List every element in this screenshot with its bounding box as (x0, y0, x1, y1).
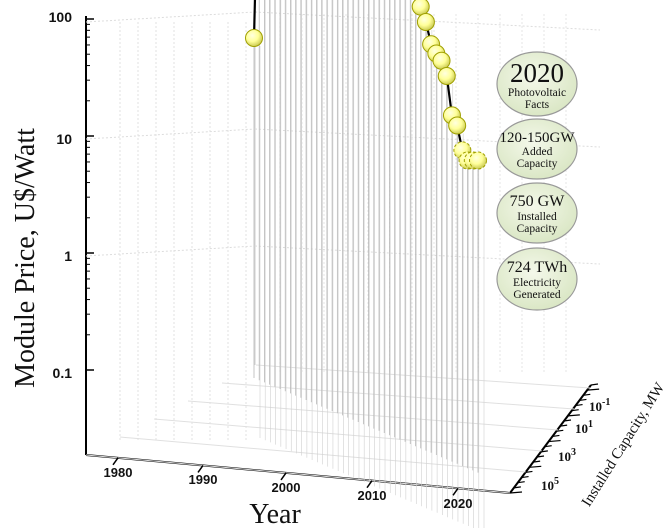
data-point (245, 29, 263, 47)
z-tick (544, 445, 552, 448)
fact-badge-line: Photovoltaic (508, 87, 566, 99)
z-tick (521, 475, 529, 479)
data-point (437, 67, 456, 86)
fact-badge: 750 GW Installed Capacity (496, 182, 578, 244)
x-tick (366, 480, 373, 489)
z-axis-line (509, 384, 592, 494)
x-tick-label: 2020 (444, 496, 473, 511)
axis-ticks (86, 18, 600, 496)
fact-badge-shape (496, 51, 578, 117)
price-series (245, 0, 487, 170)
z-tick-base: 10 (541, 478, 554, 493)
z-tick (560, 424, 568, 427)
z-tick-label: 103 (558, 447, 576, 464)
data-point (448, 116, 467, 135)
z-tick (556, 429, 564, 432)
grid-line (119, 436, 527, 473)
z-tick (529, 465, 542, 468)
fact-badge-shape (496, 182, 578, 244)
fact-badge-shape (496, 247, 578, 311)
z-tick (563, 419, 572, 422)
data-point (416, 13, 435, 32)
x-tick-label: 1980 (104, 465, 133, 480)
y-tick-labels: 100 10 1 0.1 (49, 9, 73, 381)
z-tick (571, 409, 579, 412)
fact-badge-line: Electricity (513, 277, 561, 289)
data-point (469, 151, 487, 170)
y-axis-title: Module Price, U$/Watt (10, 128, 41, 388)
z-tick (517, 481, 525, 484)
z-tick (587, 388, 600, 391)
y-tick-label: 1 (64, 248, 72, 264)
z-tick-base: 10 (589, 399, 602, 414)
grid-line (153, 418, 543, 452)
x-axis-title: Year (249, 499, 301, 528)
grid-line (85, 245, 256, 257)
z-tick (590, 383, 599, 386)
x-tick (452, 487, 459, 496)
x-tick-label: 1990 (189, 472, 218, 487)
drop-lines (253, 0, 485, 528)
z-tick-base: 10 (575, 421, 588, 436)
grid-line (85, 454, 511, 494)
z-tick (513, 486, 521, 489)
fact-badge: 724 TWh Electricity Generated (496, 247, 578, 311)
z-tick (548, 439, 561, 443)
fact-badge-headline: 2020 (510, 58, 564, 88)
y-tick-label: 10 (56, 131, 72, 147)
fact-badge-line: Generated (513, 289, 560, 301)
y-tick-label: 100 (49, 9, 73, 25)
x-tick-labels: 1980 1990 2000 2010 2020 (104, 465, 473, 511)
z-tick (536, 455, 545, 458)
fact-badge: 2020 Photovoltaic Facts (496, 51, 578, 117)
fact-badge-headline: 724 TWh (507, 259, 568, 276)
data-point (411, 0, 430, 16)
z-tick-label: 101 (575, 419, 593, 436)
grid-line (85, 11, 256, 23)
data-point (432, 51, 451, 70)
fact-badge-line: Facts (525, 99, 550, 111)
grid-line (187, 400, 559, 431)
fact-badge-line: Capacity (517, 223, 558, 235)
x-tick-label: 2010 (358, 488, 387, 503)
z-tick-exp: 1 (588, 419, 593, 430)
x-tick-label: 2000 (272, 480, 301, 495)
fact-badge-shape (496, 118, 578, 180)
fact-badges: 2020 Photovoltaic Facts 120-150GW Added … (496, 51, 578, 311)
x-tick (280, 472, 287, 481)
z-tick (540, 450, 548, 453)
x-tick (197, 465, 204, 473)
z-tick (525, 470, 533, 474)
z-tick (552, 434, 560, 438)
grid-line (85, 128, 256, 140)
grid-line (221, 382, 575, 410)
z-tick (509, 491, 523, 494)
fact-badge-line: Capacity (517, 158, 558, 170)
z-tick-exp: 5 (554, 476, 559, 487)
x-tick (112, 457, 119, 466)
y-tick-label: 0.1 (53, 365, 73, 381)
z-tick (575, 403, 583, 407)
fact-badge-headline: 120-150GW (500, 130, 576, 146)
fact-badge: 120-150GW Added Capacity (496, 118, 578, 180)
z-tick-label: 10-1 (589, 397, 610, 414)
fact-badge-line: Added (522, 146, 553, 158)
z-tick (533, 460, 541, 463)
z-tick-exp: 3 (571, 447, 576, 458)
z-tick-labels: 10-1 101 103 105 (541, 397, 610, 493)
fact-badge-headline: 750 GW (510, 193, 566, 210)
z-tick (583, 393, 591, 396)
grid-lines (85, 11, 601, 494)
z-tick-base: 10 (558, 449, 571, 464)
z-tick-exp: -1 (602, 397, 610, 408)
grid-line (254, 245, 601, 265)
z-tick (567, 414, 580, 417)
fact-badge-line: Installed (517, 211, 557, 223)
z-tick-label: 105 (541, 476, 559, 493)
z-tick (579, 398, 587, 402)
grid-line (254, 128, 601, 148)
